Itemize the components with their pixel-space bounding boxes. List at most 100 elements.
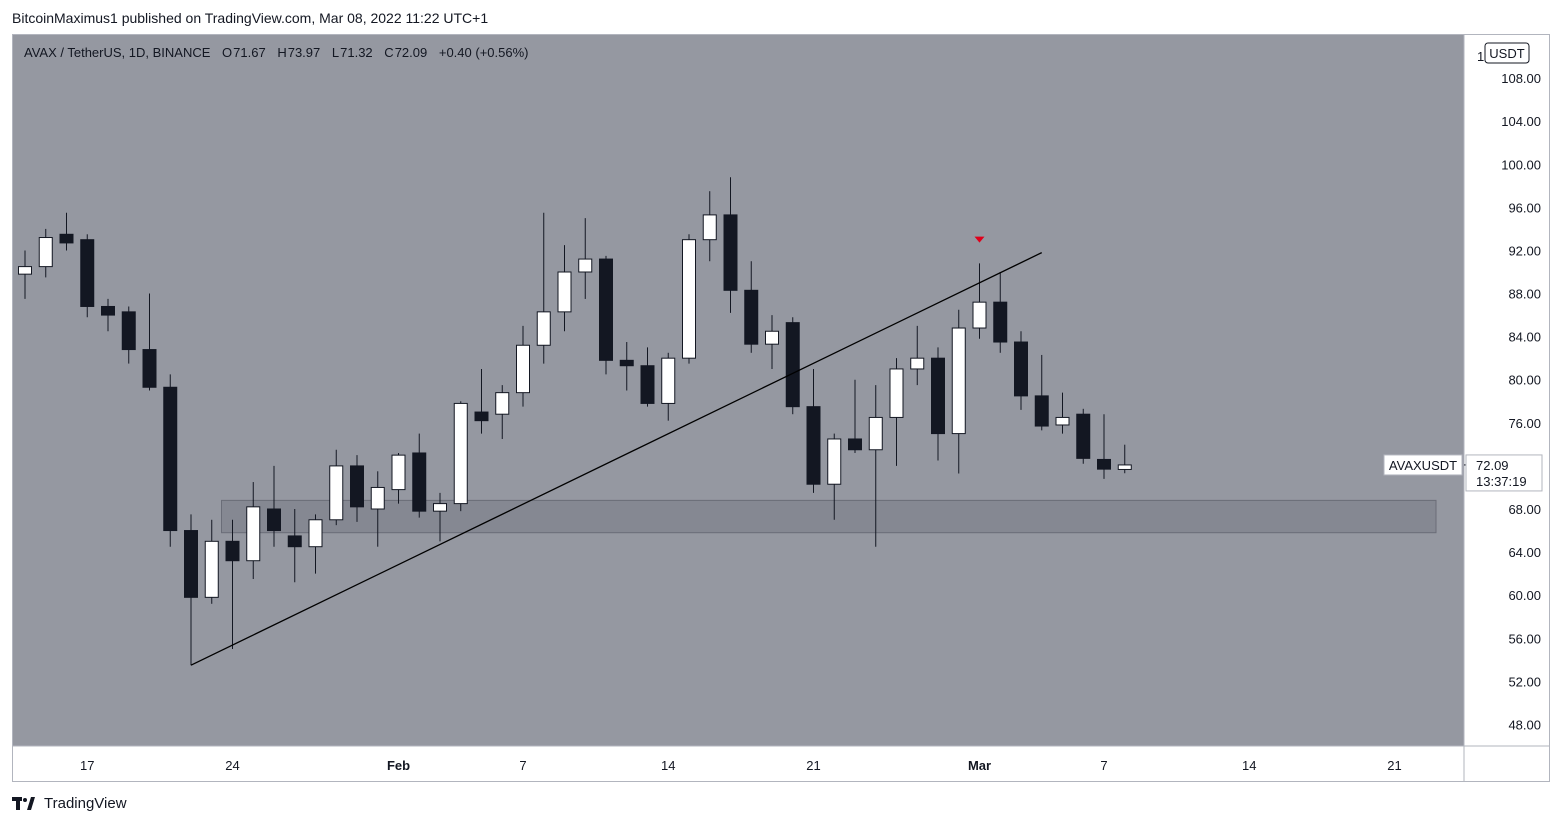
publisher-caption: BitcoinMaximus1 published on TradingView… [12, 10, 489, 26]
candle-body-bearish[interactable] [619, 359, 634, 367]
candle-body-bearish[interactable] [267, 508, 281, 532]
candle-body-bullish[interactable] [827, 438, 842, 485]
y-axis-tick: 48.00 [1508, 717, 1541, 732]
legend-close-label: C [384, 45, 394, 60]
legend-high-label: H [277, 45, 287, 60]
y-axis-tick: 96.00 [1508, 200, 1541, 215]
candle-body-bearish[interactable] [993, 301, 1008, 343]
currency-badge-label: USDT [1489, 46, 1524, 61]
candle-body-bearish[interactable] [1097, 458, 1111, 470]
legend-high-value: 73.97 [287, 45, 321, 60]
candle-body-bearish[interactable] [931, 357, 945, 435]
candle-body-bullish[interactable] [516, 344, 530, 394]
candle-body-bullish[interactable] [453, 402, 468, 505]
y-axis-tick: 56.00 [1508, 631, 1541, 646]
candle-body-bullish[interactable] [1117, 464, 1132, 470]
candle-body-bullish[interactable] [370, 486, 385, 510]
candle-body-bullish[interactable] [557, 271, 572, 313]
y-axis-tick: 76.00 [1508, 416, 1541, 431]
down-arrow-marker [974, 236, 985, 243]
candle-body-bearish[interactable] [287, 535, 302, 548]
candle-body-bullish[interactable] [1055, 416, 1070, 426]
candle-body-bearish[interactable] [474, 411, 489, 422]
candle-body-bullish[interactable] [495, 392, 510, 415]
y-axis-tick: 68.00 [1508, 502, 1541, 517]
candle-body-bullish[interactable] [889, 368, 904, 418]
last-price-value: 72.09 [1476, 458, 1509, 473]
symbol-price-tag-label: AVAXUSDT [1389, 458, 1457, 473]
tradingview-footer[interactable]: TradingView [12, 795, 127, 812]
x-axis-tick: 7 [1100, 758, 1107, 773]
x-axis-tick: 24 [225, 758, 239, 773]
x-axis-tick: 14 [661, 758, 675, 773]
y-axis-tick: 64.00 [1508, 545, 1541, 560]
chart-frame [12, 34, 1550, 782]
candle-body-bearish[interactable] [599, 258, 613, 361]
y-axis-tick: 52.00 [1508, 674, 1541, 689]
candle-body-bearish[interactable] [80, 239, 95, 307]
candle-body-bearish[interactable] [59, 233, 74, 244]
candle-body-bullish[interactable] [910, 357, 925, 370]
time-axis[interactable] [13, 746, 1549, 781]
candle-body-bearish[interactable] [1034, 395, 1049, 427]
legend-low-value: 71.32 [340, 45, 373, 60]
price-axis[interactable] [1464, 35, 1549, 746]
candle-body-bullish[interactable] [329, 465, 344, 521]
candle-body-bearish[interactable] [184, 530, 198, 598]
legend-open-label: O [222, 45, 233, 60]
candle-body-bullish[interactable] [38, 237, 53, 268]
candle-body-bullish[interactable] [391, 454, 406, 491]
y-axis-tick: 60.00 [1508, 588, 1541, 603]
plot-area[interactable] [13, 35, 1464, 746]
candle-body-bearish[interactable] [1014, 341, 1028, 397]
candle-body-bullish[interactable] [246, 506, 261, 562]
candle-body-bullish[interactable] [18, 266, 32, 275]
candle-body-bearish[interactable] [640, 365, 655, 404]
legend-symbol: AVAX / TetherUS, 1D, BINANCE [24, 45, 211, 60]
candle-body-bullish[interactable] [972, 301, 987, 329]
legend-change: +0.40 (+0.56%) [438, 45, 529, 60]
candle-body-bearish[interactable] [723, 214, 738, 291]
candle-body-bearish[interactable] [350, 465, 364, 508]
x-axis-tick: Mar [968, 758, 991, 773]
y-axis-tick: 104.00 [1501, 114, 1541, 129]
bar-countdown: 13:37:19 [1476, 474, 1527, 489]
x-axis-tick: 21 [1387, 758, 1401, 773]
candle-body-bearish[interactable] [806, 406, 821, 485]
candle-body-bullish[interactable] [578, 258, 593, 273]
ascending-trendline[interactable] [190, 252, 1043, 666]
candle-body-bearish[interactable] [142, 349, 157, 388]
x-axis-tick: 21 [806, 758, 820, 773]
candle-body-bearish[interactable] [412, 452, 427, 512]
candle-body-bullish[interactable] [536, 311, 551, 346]
tradingview-brand-name: TradingView [44, 795, 127, 812]
last-price-box [1465, 454, 1543, 492]
candle-body-bullish[interactable] [868, 416, 883, 451]
candle-body-bullish[interactable] [308, 519, 323, 548]
candle-body-bearish[interactable] [121, 311, 136, 351]
candle-body-bearish[interactable] [101, 305, 115, 316]
symbol-price-tag [1383, 454, 1463, 476]
candle-body-bearish[interactable] [163, 386, 178, 532]
symbol-legend: AVAX / TetherUS, 1D, BINANCE O71.67 H73.… [24, 45, 528, 60]
candle-body-bullish[interactable] [682, 239, 696, 359]
candle-body-bullish[interactable] [702, 214, 717, 241]
tradingview-logo-icon [12, 796, 35, 810]
y-axis-tick: 84.00 [1508, 330, 1541, 345]
x-axis-tick: 7 [519, 758, 526, 773]
candle-body-bullish[interactable] [204, 540, 219, 598]
support-zone[interactable] [221, 499, 1437, 534]
candle-body-bearish[interactable] [1076, 413, 1091, 459]
x-axis-tick: Feb [387, 758, 410, 773]
candle-body-bearish[interactable] [225, 540, 240, 562]
candle-body-bullish[interactable] [765, 330, 779, 345]
candle-body-bearish[interactable] [785, 322, 800, 408]
candle-body-bullish[interactable] [433, 503, 447, 512]
y-axis-tick: 100.00 [1501, 157, 1541, 172]
currency-badge[interactable] [1484, 42, 1530, 64]
candle-body-bearish[interactable] [744, 289, 759, 345]
candle-body-bearish[interactable] [848, 438, 862, 451]
candle-body-bullish[interactable] [951, 327, 966, 435]
candle-body-bullish[interactable] [661, 357, 676, 404]
